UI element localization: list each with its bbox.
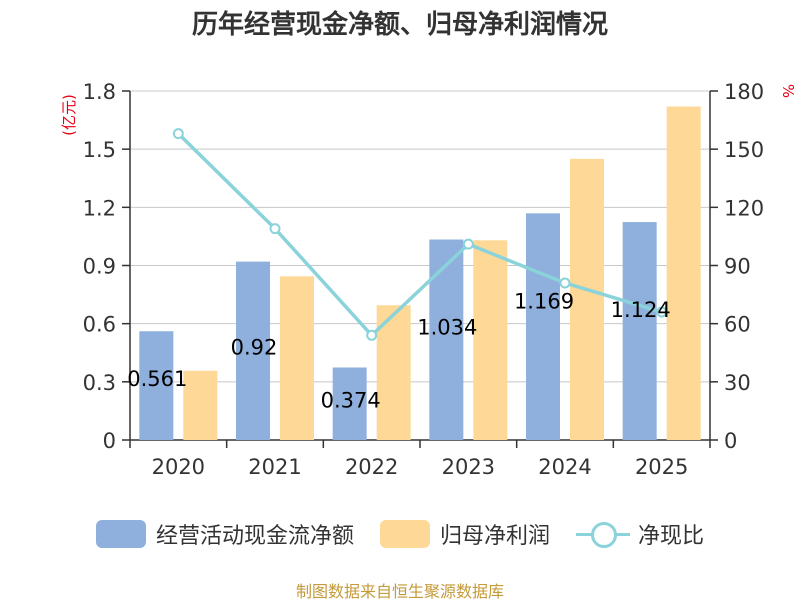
bar-cashflow <box>429 239 464 440</box>
bar-cashflow <box>139 331 174 440</box>
right-tick-label: 90 <box>724 255 751 279</box>
x-tick-label: 2024 <box>538 455 591 479</box>
left-tick-label: 0.6 <box>83 313 116 337</box>
right-tick-label: 150 <box>724 138 764 162</box>
x-tick-label: 2023 <box>442 455 495 479</box>
legend-item-cashflow[interactable]: 经营活动现金流净额 <box>95 518 354 550</box>
bar-cashflow <box>526 213 560 440</box>
data-label-cashflow: 0.561 <box>127 367 187 391</box>
right-tick-label: 0 <box>724 429 737 453</box>
right-tick-label: 180 <box>724 80 764 104</box>
left-tick-label: 0 <box>103 429 116 453</box>
point-cash-ratio <box>172 128 184 140</box>
legend-swatch-net-profit <box>379 520 430 548</box>
bar-cashflow <box>332 367 367 440</box>
legend-item-net-profit[interactable]: 归母净利润 <box>379 518 550 550</box>
data-label-cashflow: 1.124 <box>611 298 671 322</box>
point-cash-ratio <box>366 329 378 341</box>
x-tick-label: 2022 <box>345 455 398 479</box>
data-label-cashflow: 1.034 <box>417 316 477 340</box>
x-tick-label: 2020 <box>152 455 205 479</box>
data-label-cashflow: 1.169 <box>514 289 574 313</box>
legend-label-cashflow: 经营活动现金流净额 <box>155 524 354 549</box>
right-tick-label: 60 <box>724 313 751 337</box>
bar-net-profit <box>183 370 218 440</box>
left-tick-label: 1.8 <box>83 80 116 104</box>
right-axis-unit: % <box>779 84 797 98</box>
left-tick-label: 1.2 <box>83 196 116 220</box>
legend-item-cash-ratio[interactable]: 净现比 <box>576 518 704 550</box>
bar-net-profit <box>570 158 604 440</box>
point-cash-ratio <box>559 277 571 289</box>
x-tick-label: 2025 <box>635 455 688 479</box>
left-axis-unit: (亿元) <box>60 94 78 136</box>
bar-net-profit <box>473 240 508 440</box>
right-tick-label: 30 <box>724 371 751 395</box>
legend-label-cash-ratio: 净现比 <box>638 524 705 549</box>
point-cash-ratio <box>269 223 281 235</box>
bar-net-profit <box>376 305 411 440</box>
point-cash-ratio <box>462 238 474 250</box>
bar-net-profit <box>666 106 701 440</box>
legend-label-net-profit: 归母净利润 <box>439 524 550 549</box>
legend: 经营活动现金流净额 归母净利润 净现比 <box>0 518 800 550</box>
data-label-cashflow: 0.374 <box>321 388 381 412</box>
right-tick-label: 120 <box>724 196 764 220</box>
x-tick-label: 2021 <box>248 455 301 479</box>
left-tick-label: 0.3 <box>83 371 116 395</box>
point-cash-ratio <box>656 306 668 318</box>
bar-net-profit <box>280 276 314 440</box>
chart-title: 历年经营现金净额、归母净利润情况 <box>191 10 608 40</box>
legend-line-marker-icon <box>576 520 630 548</box>
source-note: 制图数据来自恒生聚源数据库 <box>295 582 504 601</box>
line-cash-ratio <box>177 132 663 338</box>
left-tick-label: 0.9 <box>83 255 116 279</box>
left-tick-label: 1.5 <box>83 138 116 162</box>
bar-cashflow <box>236 261 270 440</box>
bar-cashflow <box>622 222 657 440</box>
data-label-cashflow: 0.92 <box>231 336 278 360</box>
legend-swatch-cashflow <box>95 520 146 548</box>
